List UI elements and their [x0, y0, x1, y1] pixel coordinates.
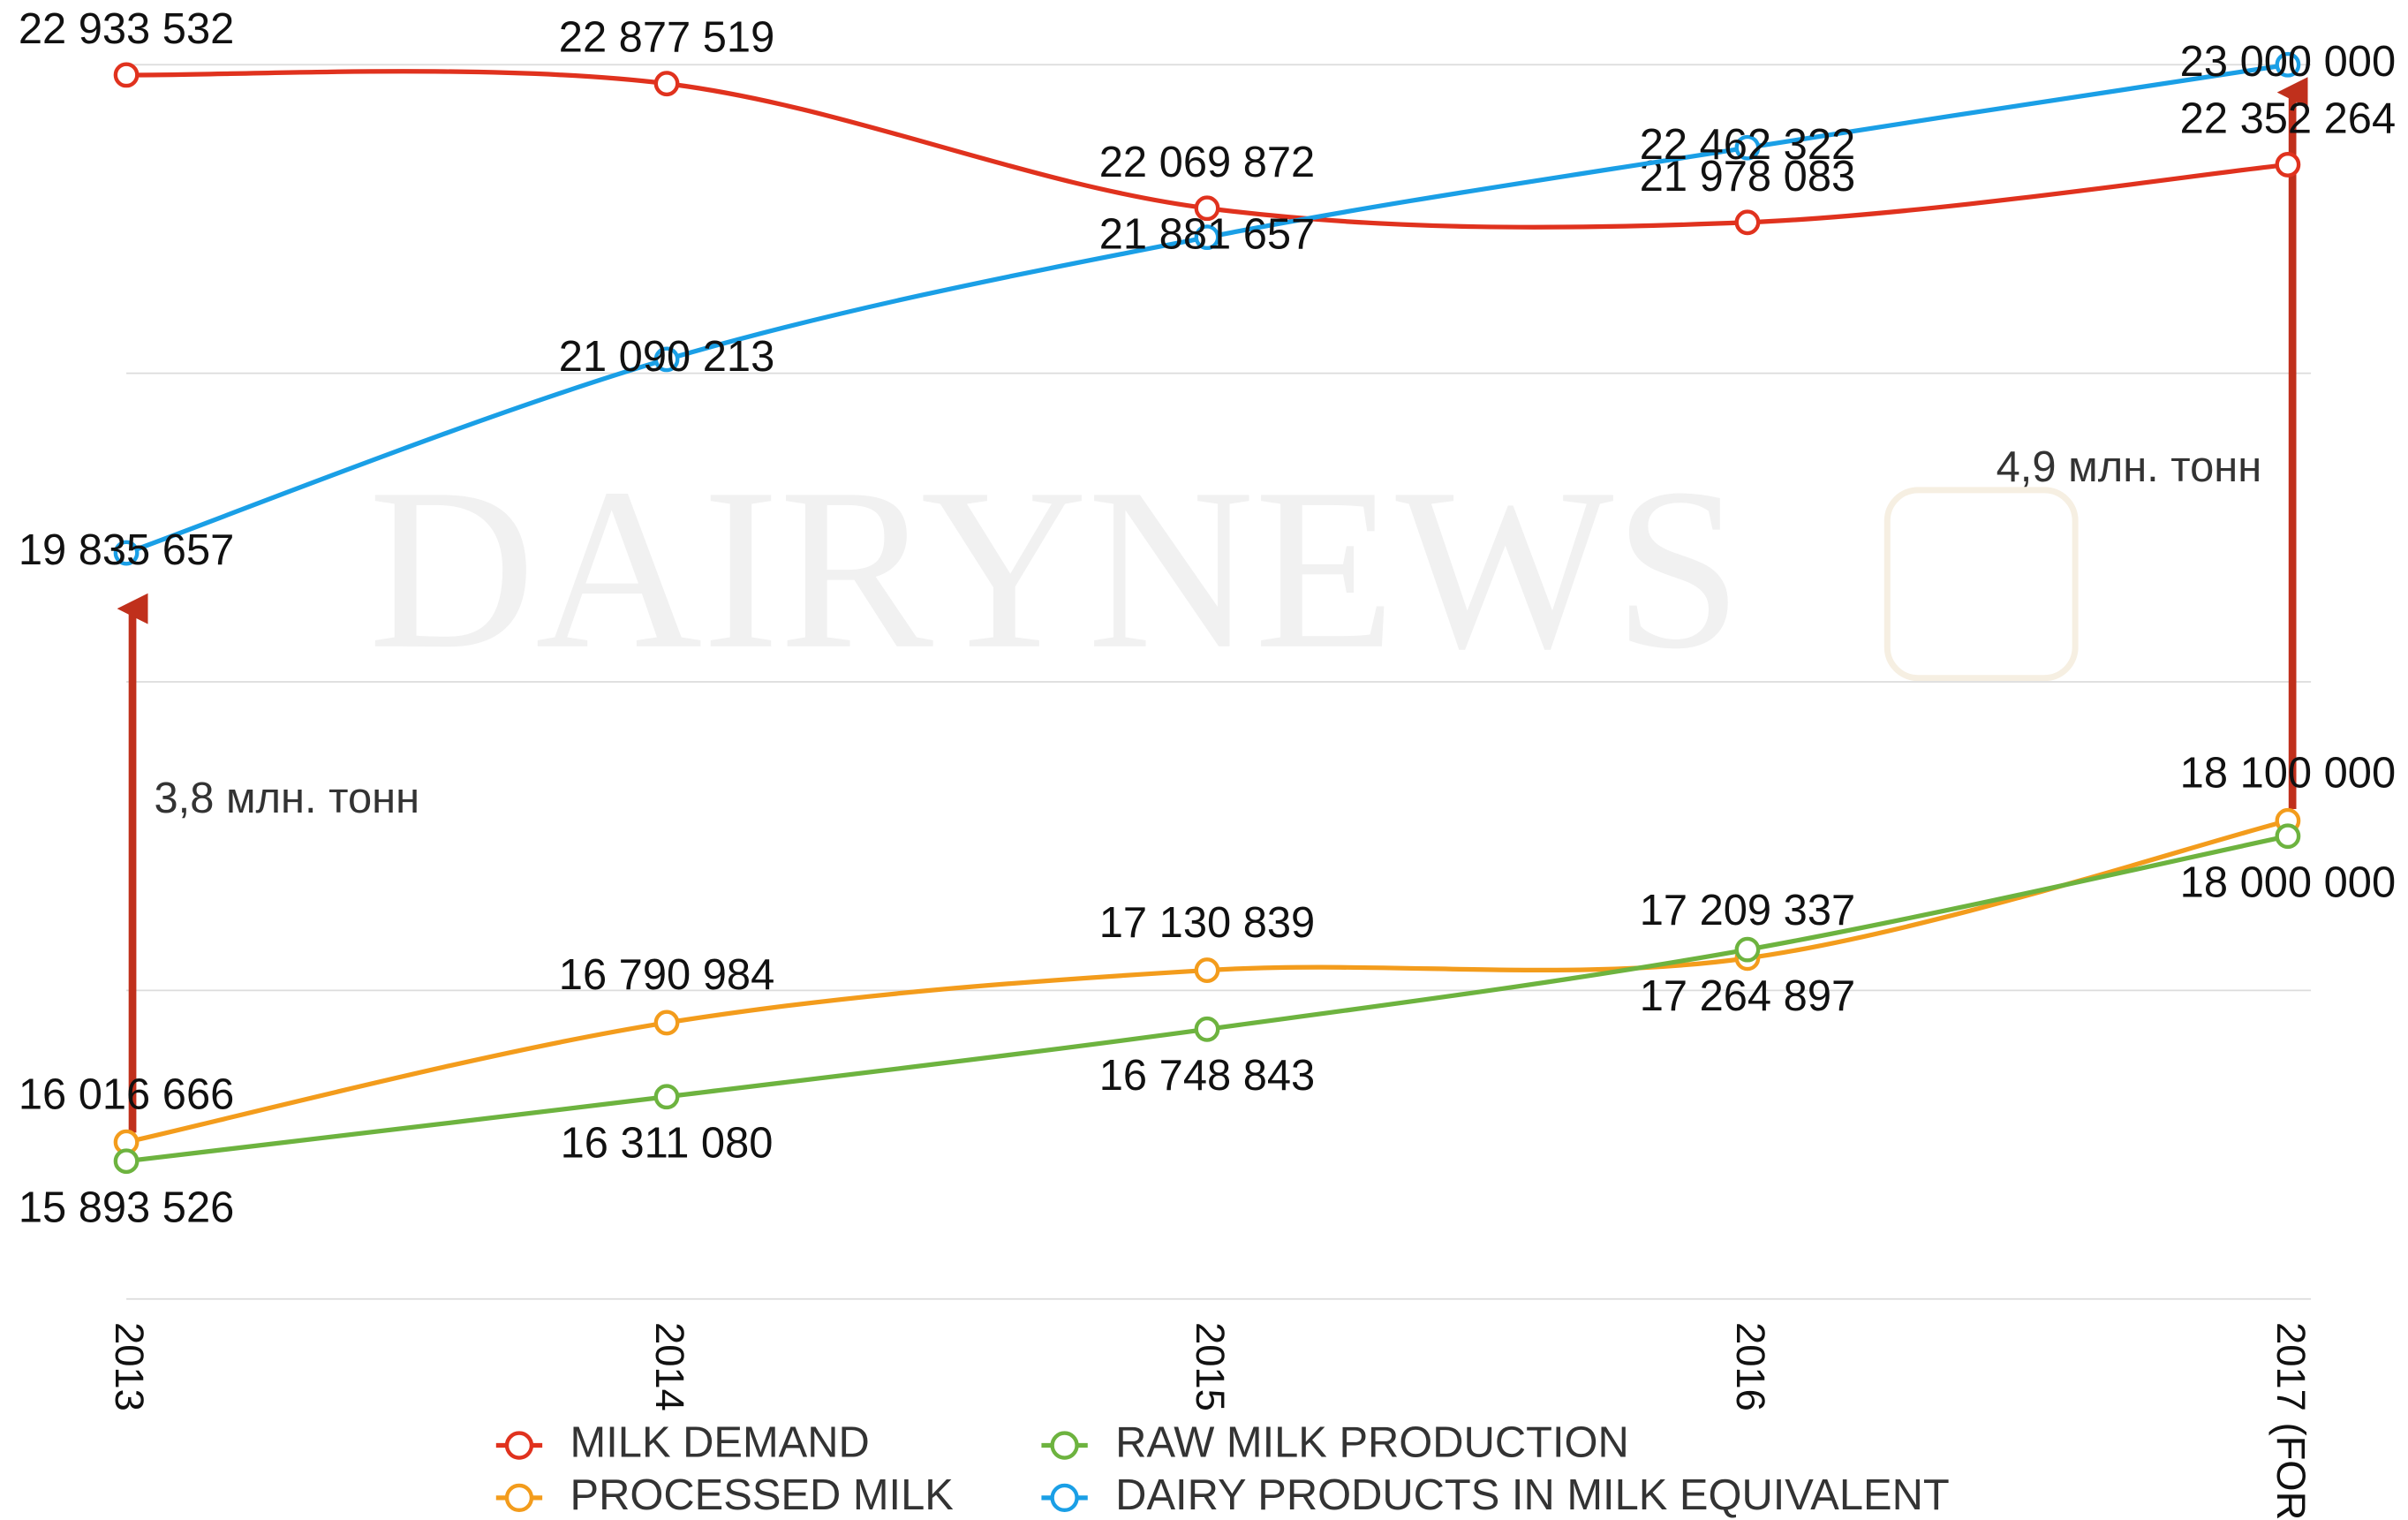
data-label: 17 209 337	[1640, 887, 1855, 934]
x-tick-label: 2016	[1728, 1322, 1773, 1411]
data-label: 23 000 000	[2180, 38, 2396, 86]
point	[2275, 51, 2301, 78]
watermark-logo	[1883, 487, 2079, 682]
series-line	[125, 834, 2289, 1164]
data-label: 22 933 532	[19, 5, 234, 53]
legend-label: MILK DEMAND	[570, 1418, 870, 1466]
point	[1194, 957, 1220, 983]
point	[653, 346, 680, 373]
x-tick-label: 2014	[647, 1322, 692, 1411]
point	[1734, 209, 1761, 236]
data-label: 22 352 264	[2180, 95, 2396, 142]
point	[113, 62, 140, 88]
data-label: 16 790 984	[559, 951, 774, 999]
x-tick-label: 2017 (FOR)	[2268, 1322, 2314, 1520]
data-label: 22 462 322	[1640, 121, 1855, 169]
point	[1194, 1016, 1220, 1042]
point	[653, 1010, 680, 1036]
legend-marker	[504, 1483, 534, 1513]
data-label: 18 000 000	[2180, 858, 2396, 906]
point	[113, 1148, 140, 1175]
data-label: 18 100 000	[2180, 750, 2396, 798]
legend-label: RAW MILK PRODUCTION	[1115, 1418, 1629, 1466]
legend-marker	[1050, 1431, 1079, 1460]
point	[2275, 152, 2301, 178]
x-tick-label: 2013	[107, 1322, 152, 1411]
data-label: 16 748 843	[1099, 1052, 1315, 1100]
data-label: 17 264 897	[1640, 972, 1855, 1020]
watermark: DAIRYNEWS	[368, 441, 1742, 697]
legend-marker	[504, 1431, 534, 1460]
annotation: 4,9 млн. тонн	[1997, 443, 2262, 491]
point	[1734, 936, 1761, 963]
point	[1194, 224, 1220, 251]
data-label: 16 016 666	[19, 1071, 234, 1119]
data-label: 19 835 657	[19, 526, 234, 574]
point	[1194, 195, 1220, 222]
data-label: 15 893 526	[19, 1183, 234, 1231]
data-label: 16 311 080	[561, 1120, 774, 1168]
data-label: 21 090 213	[559, 333, 774, 381]
legend-label: DAIRY PRODUCTS IN MILK EQUIVALENT	[1115, 1471, 1950, 1519]
point	[653, 1084, 680, 1110]
x-tick-label: 2015	[1188, 1322, 1233, 1411]
point	[113, 540, 140, 566]
point	[2275, 823, 2301, 850]
point	[653, 71, 680, 97]
legend-label: PROCESSED MILK	[570, 1471, 955, 1519]
data-label: 21 881 657	[1099, 211, 1315, 259]
legend-marker	[1050, 1483, 1079, 1513]
data-label: 22 877 519	[559, 14, 774, 62]
data-label: 17 130 839	[1099, 899, 1315, 947]
annotation: 3,8 млн. тонн	[154, 775, 419, 822]
point	[1734, 134, 1761, 161]
data-label: 22 069 872	[1099, 139, 1315, 186]
